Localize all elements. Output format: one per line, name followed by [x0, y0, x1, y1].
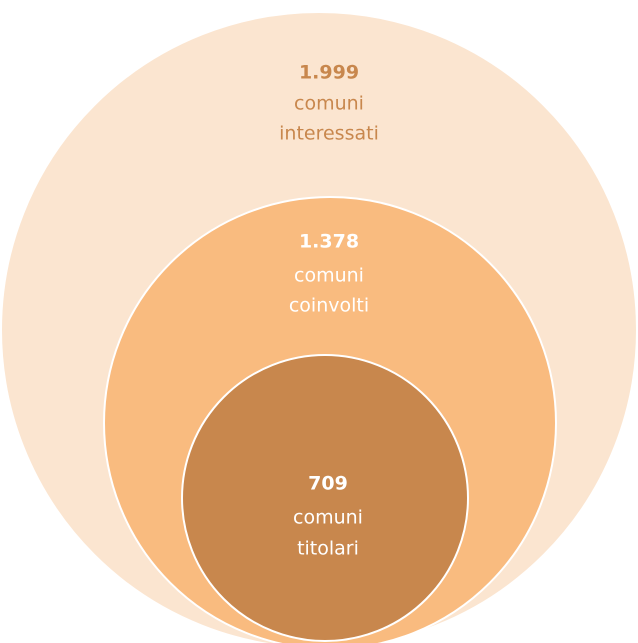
- middle-value: 1.378: [299, 231, 359, 253]
- outer-value: 1.999: [299, 62, 359, 84]
- outer-label: comuni: [294, 93, 364, 115]
- inner-label: titolari: [297, 538, 359, 560]
- middle-label: coinvolti: [289, 295, 369, 317]
- outer-label: interessati: [279, 123, 379, 145]
- inner-label: comuni: [293, 507, 363, 529]
- inner-value: 709: [308, 473, 348, 495]
- inner-circle: [181, 354, 469, 642]
- middle-label: comuni: [294, 265, 364, 287]
